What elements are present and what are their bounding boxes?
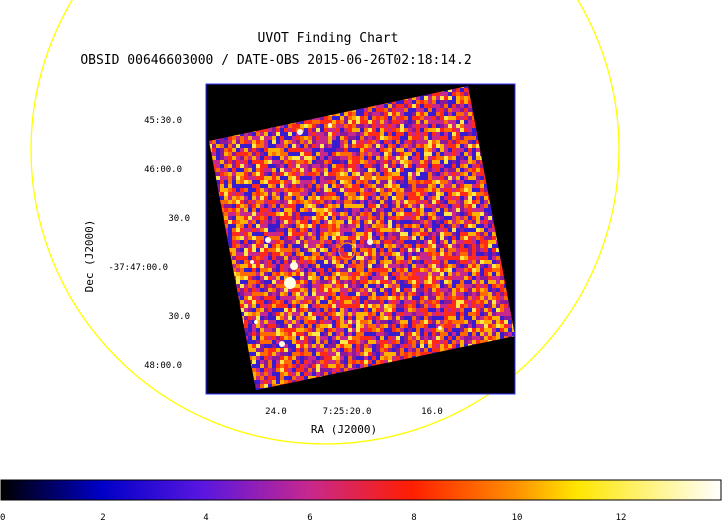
colorbar-tick-2: 2 bbox=[100, 513, 105, 521]
chart-title: UVOT Finding Chart bbox=[258, 31, 399, 46]
dec-tick-4: -37:47:00.0 bbox=[108, 263, 168, 273]
colorbar-ticks: 0 2 4 6 8 10 12 bbox=[0, 513, 626, 521]
field-of-view-circle bbox=[30, 0, 620, 445]
dec-axis-label: Dec (J2000) bbox=[83, 220, 96, 293]
dec-tick-3: 30.0 bbox=[168, 214, 190, 224]
dec-tick-2: 46:00.0 bbox=[144, 165, 182, 175]
colorbar-tick-4: 4 bbox=[203, 513, 208, 521]
colorbar-tick-10: 10 bbox=[512, 513, 523, 521]
ra-axis-label: RA (J2000) bbox=[311, 423, 377, 436]
dec-tick-6: 48:00.0 bbox=[144, 361, 182, 371]
colorbar-tick-0: 0 bbox=[0, 513, 5, 521]
colorbar-tick-6: 6 bbox=[307, 513, 312, 521]
dec-tick-1: 45:30.0 bbox=[144, 116, 182, 126]
ra-tick-1: 24.0 bbox=[265, 407, 287, 417]
colorbar-tick-12: 12 bbox=[616, 513, 627, 521]
target-marker bbox=[338, 242, 356, 260]
ra-tick-2: 7:25:20.0 bbox=[323, 407, 372, 417]
ra-tick-3: 16.0 bbox=[421, 407, 443, 417]
dec-tick-5: 30.0 bbox=[168, 312, 190, 322]
colorbar-tick-8: 8 bbox=[411, 513, 416, 521]
chart-subtitle: OBSID 00646603000 / DATE-OBS 2015-06-26T… bbox=[80, 53, 471, 68]
colorbar bbox=[0, 479, 722, 501]
